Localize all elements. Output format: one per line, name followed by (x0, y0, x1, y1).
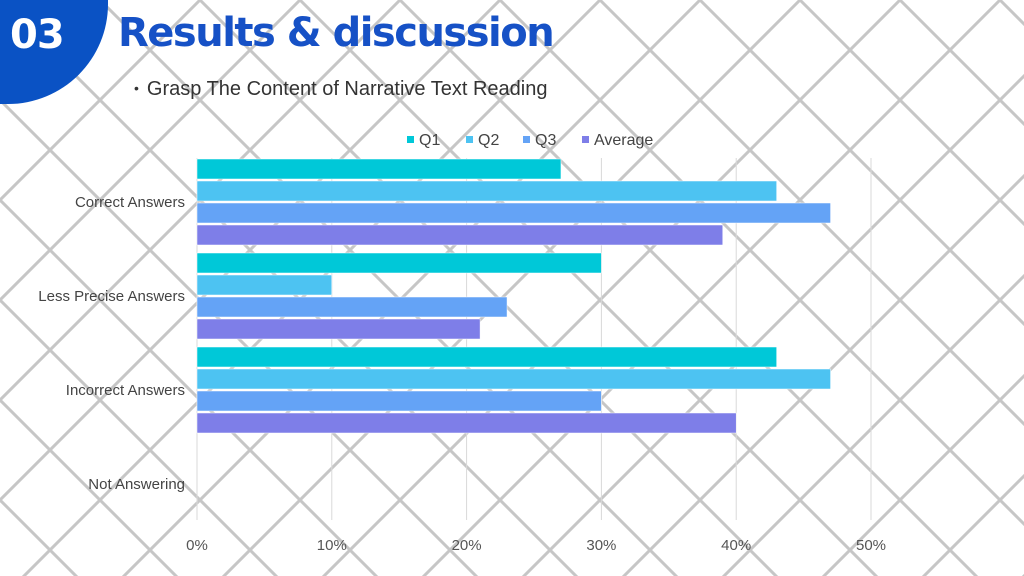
bar (196, 158, 562, 180)
chart-canvas: 0% 10% 20% 30% 40% 50% Correct Answers Less Pre… (38, 132, 886, 554)
x-tick-label: 10% (317, 537, 347, 554)
x-tick-label: 20% (452, 537, 482, 554)
x-tick-label: 40% (721, 537, 751, 554)
bar (196, 180, 777, 202)
legend-label: Q2 (478, 132, 499, 149)
category-label: Not Answering (88, 476, 185, 493)
category-label: Less Precise Answers (38, 288, 185, 305)
legend-swatch (582, 136, 589, 143)
bullet-dot-icon: • (134, 80, 139, 96)
bullet-text: Grasp The Content of Narrative Text Read… (146, 78, 548, 100)
bar (196, 318, 481, 340)
bar (196, 346, 777, 368)
legend-label: Average (594, 132, 653, 149)
series-q3 (196, 202, 831, 412)
x-tick-label: 30% (586, 537, 616, 554)
bar (196, 412, 737, 434)
series-q1 (196, 158, 777, 368)
bar (196, 368, 831, 390)
x-tick-label: 0% (186, 537, 208, 554)
legend-swatch (466, 136, 473, 143)
bar (196, 274, 333, 296)
bar (196, 224, 723, 246)
category-label: Incorrect Answers (66, 382, 185, 399)
bullet-item: • Grasp The Content of Narrative Text Rea… (134, 78, 548, 101)
series-q2 (196, 180, 831, 390)
series-average (196, 224, 737, 434)
section-number: 03 (10, 12, 65, 58)
x-tick-label: 50% (856, 537, 886, 554)
legend-swatch (407, 136, 414, 143)
bar (196, 202, 831, 224)
bar (196, 390, 602, 412)
legend-swatch (523, 136, 530, 143)
bar (196, 296, 508, 318)
bar (196, 252, 602, 274)
category-label: Correct Answers (75, 194, 185, 211)
slide-title: Results & discussion (118, 10, 555, 56)
chart-legend: Q1 Q2 Q3 Average (407, 132, 653, 149)
legend-label: Q3 (535, 132, 556, 149)
legend-label: Q1 (419, 132, 440, 149)
bar-chart: 0% 10% 20% 30% 40% 50% Correct Answers Less Pre… (0, 120, 1024, 576)
